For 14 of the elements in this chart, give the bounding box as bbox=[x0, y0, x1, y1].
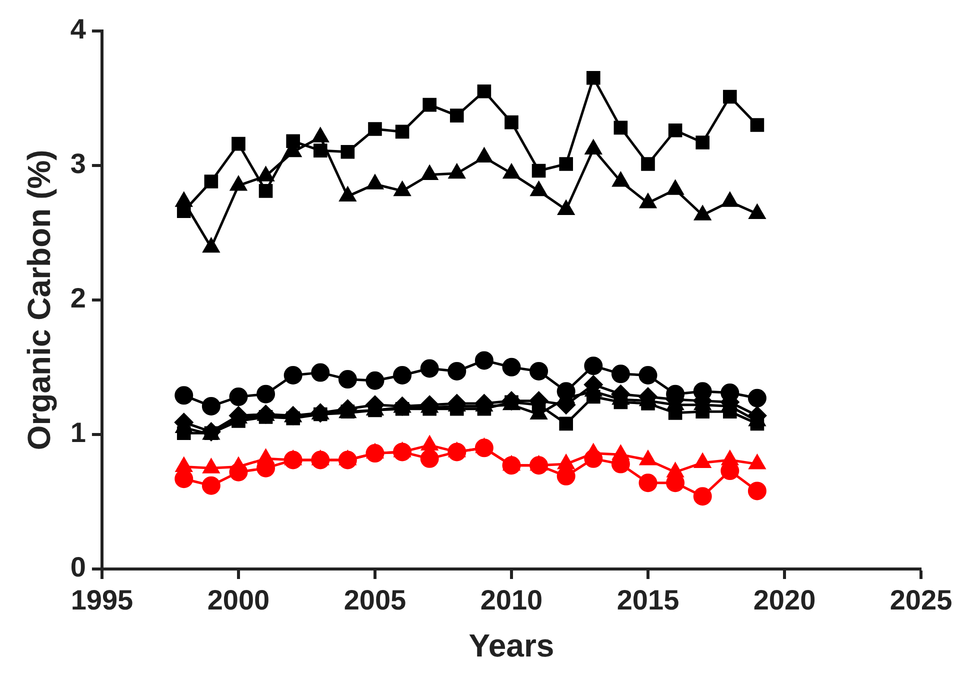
x-tick-label: 2005 bbox=[344, 584, 406, 616]
x-tick-label: 2020 bbox=[753, 584, 816, 616]
x-tick-label: 2025 bbox=[890, 584, 952, 616]
y-tick-label: 0 bbox=[70, 552, 86, 583]
x-tick-label: 2015 bbox=[616, 584, 680, 616]
y-tick-label: 3 bbox=[70, 148, 86, 180]
x-tick-label: 2010 bbox=[480, 584, 543, 616]
y-tick-label: 1 bbox=[70, 417, 86, 448]
y-axis-title: Organic Carbon (%) bbox=[21, 150, 58, 450]
x-axis-title: Years bbox=[468, 628, 554, 664]
y-tick-label: 4 bbox=[70, 14, 86, 45]
y-tick-label: 2 bbox=[70, 282, 86, 314]
x-tick-label: 1995 bbox=[70, 584, 134, 616]
x-tick-label: 2000 bbox=[207, 584, 270, 616]
